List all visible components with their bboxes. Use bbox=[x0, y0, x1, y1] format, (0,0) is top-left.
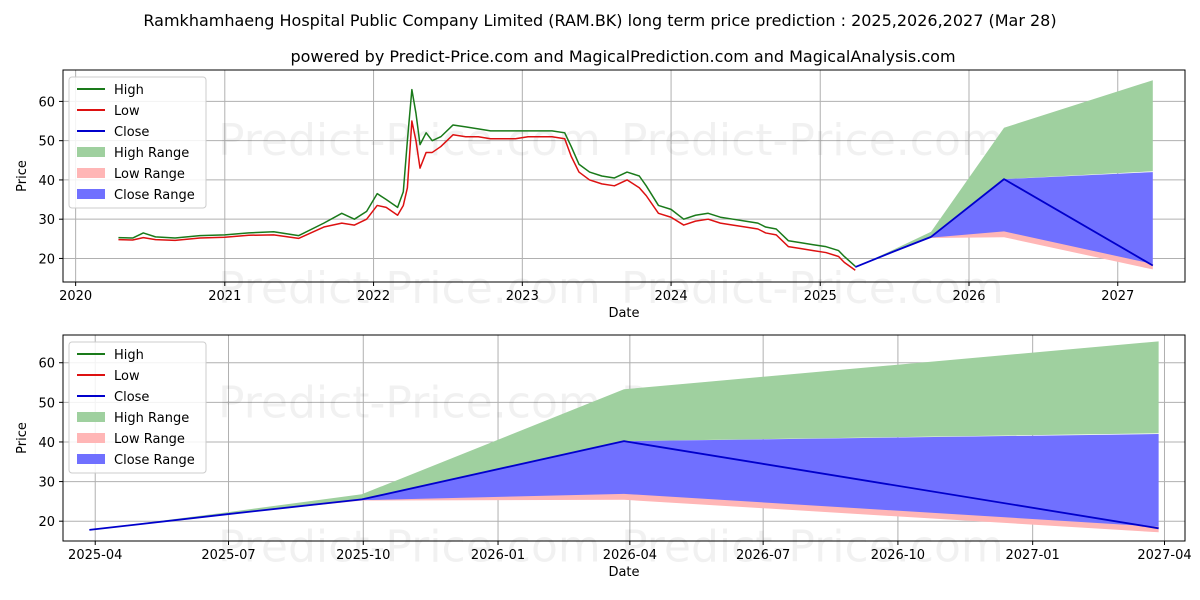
x-tick-label: 2026-04 bbox=[603, 548, 657, 563]
legend-swatch-patch bbox=[77, 168, 105, 178]
x-tick-label: 2024 bbox=[655, 289, 688, 304]
x-tick-label: 2027-01 bbox=[1006, 548, 1060, 563]
y-tick-label: 40 bbox=[38, 174, 55, 189]
legend-label: Low Range bbox=[114, 167, 185, 182]
x-axis-label: Date bbox=[608, 306, 639, 321]
watermark-text: Predict-Price.com bbox=[621, 263, 1004, 314]
y-tick-label: 50 bbox=[38, 396, 55, 411]
y-axis-label: Price bbox=[15, 422, 30, 454]
x-tick-label: 2020 bbox=[59, 289, 92, 304]
x-tick-label: 2025 bbox=[804, 289, 837, 304]
legend-label: Low bbox=[114, 104, 140, 119]
x-tick-label: 2026-01 bbox=[471, 548, 525, 563]
x-tick-label: 2021 bbox=[208, 289, 241, 304]
axes-frame bbox=[62, 69, 1186, 283]
legend-label: Low bbox=[114, 369, 140, 384]
y-tick-label: 20 bbox=[38, 252, 55, 267]
legend-label: Close bbox=[114, 390, 149, 405]
grid: 2025-04 2025-07 2025-10 2026-01 2026-04 2026-… bbox=[38, 335, 1192, 563]
x-tick-label: 2027-04 bbox=[1137, 548, 1191, 563]
y-axis-label: Price bbox=[15, 160, 30, 192]
x-tick-label: 2027 bbox=[1101, 289, 1134, 304]
chart-title: Ramkhamhaeng Hospital Public Company Lim… bbox=[143, 11, 1056, 30]
watermark-text: Predict-Price.com bbox=[621, 522, 1004, 573]
legend-swatch-patch bbox=[77, 454, 105, 464]
x-tick-label: 2022 bbox=[357, 289, 390, 304]
axes-frame bbox=[62, 334, 1186, 542]
legend-label: Close Range bbox=[114, 453, 195, 468]
watermark-text: Predict-Price.com bbox=[218, 263, 601, 314]
legend-label: Low Range bbox=[114, 432, 185, 447]
watermark-text: Predict-Price.com bbox=[218, 522, 601, 573]
close-range-band bbox=[855, 172, 1153, 268]
y-tick-label: 30 bbox=[38, 213, 55, 228]
x-tick-label: 2023 bbox=[506, 289, 539, 304]
y-tick-label: 30 bbox=[38, 476, 55, 491]
y-tick-label: 60 bbox=[38, 95, 55, 110]
x-tick-label: 2025-10 bbox=[336, 548, 390, 563]
high-range-band bbox=[89, 341, 1159, 530]
x-axis-label: Date bbox=[608, 565, 639, 580]
y-tick-label: 40 bbox=[38, 436, 55, 451]
close-range-band bbox=[89, 434, 1159, 530]
high-range-band bbox=[855, 80, 1153, 268]
legend-swatch-patch bbox=[77, 412, 105, 422]
top-panel: 2020 2021 2022 2023 2024 2025 2026 2027 20 30 40 50… bbox=[15, 69, 1186, 321]
legend-label: High bbox=[114, 83, 144, 98]
legend: High Low Close High Range Low Range Close Ran… bbox=[68, 76, 207, 209]
bottom-panel: 2025-04 2025-07 2025-10 2026-01 2026-04 2026-… bbox=[15, 334, 1192, 580]
y-tick-label: 60 bbox=[38, 357, 55, 372]
watermark-text: Predict-Price.com bbox=[621, 115, 1004, 166]
legend: High Low Close High Range Low Range Close Ran… bbox=[68, 341, 207, 474]
watermark-text: Predict-Price.com bbox=[218, 377, 601, 428]
x-tick-label: 2026 bbox=[952, 289, 985, 304]
grid: 2020 2021 2022 2023 2024 2025 2026 2027 20 30 40 50… bbox=[38, 70, 1185, 304]
plot-area bbox=[118, 80, 1154, 271]
plot-area bbox=[89, 341, 1159, 533]
x-tick-label: 2025-04 bbox=[68, 548, 122, 563]
chart-subtitle: powered by Predict-Price.com and Magical… bbox=[290, 47, 955, 66]
low-line bbox=[118, 120, 856, 271]
legend-label: Close bbox=[114, 125, 149, 140]
x-tick-label: 2025-07 bbox=[201, 548, 255, 563]
legend-swatch-patch bbox=[77, 189, 105, 199]
x-tick-label: 2026-07 bbox=[736, 548, 790, 563]
high-line bbox=[118, 88, 856, 267]
y-tick-label: 50 bbox=[38, 135, 55, 150]
legend-swatch-patch bbox=[77, 433, 105, 443]
x-tick-label: 2026-10 bbox=[871, 548, 925, 563]
y-tick-label: 20 bbox=[38, 515, 55, 530]
legend-label: Close Range bbox=[114, 188, 195, 203]
legend-swatch-patch bbox=[77, 147, 105, 157]
legend-label: High Range bbox=[114, 146, 189, 161]
legend-label: High bbox=[114, 348, 144, 363]
legend-label: High Range bbox=[114, 411, 189, 426]
